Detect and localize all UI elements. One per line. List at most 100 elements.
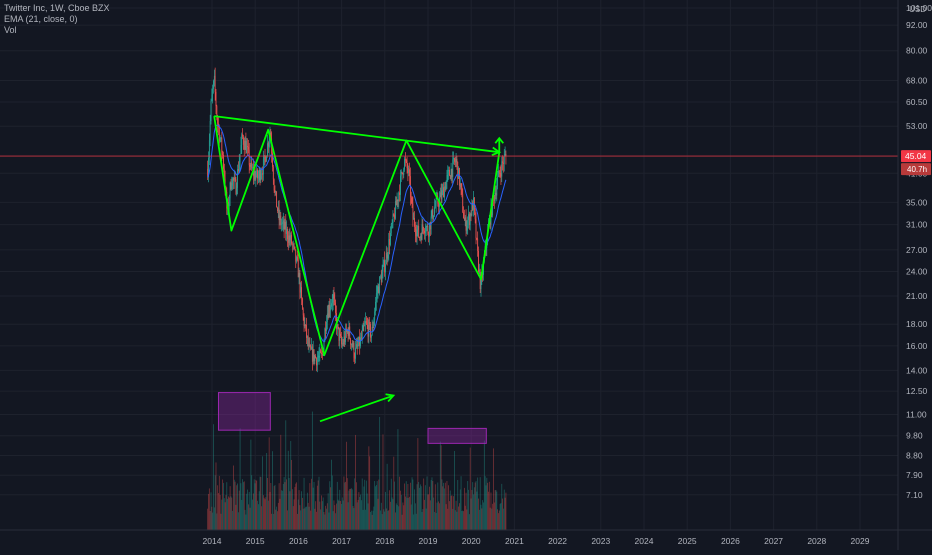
candle-up bbox=[385, 252, 387, 265]
candle-up bbox=[466, 225, 468, 231]
volume-bar bbox=[258, 491, 260, 530]
candle-up bbox=[219, 138, 221, 141]
candle-up bbox=[503, 155, 505, 164]
volume-bar bbox=[377, 498, 379, 530]
volume-bar bbox=[302, 508, 304, 530]
candle-down bbox=[360, 337, 362, 339]
candle-up bbox=[241, 134, 243, 145]
candle-down bbox=[474, 209, 476, 220]
volume-bar bbox=[252, 493, 254, 530]
volume-bar bbox=[411, 477, 413, 530]
volume-bar bbox=[324, 514, 326, 530]
candle-down bbox=[287, 239, 289, 243]
candle-down bbox=[407, 168, 409, 173]
volume-bar bbox=[443, 482, 445, 530]
y-tick-label: 92.00 bbox=[906, 20, 928, 30]
candle-down bbox=[334, 298, 336, 303]
volume-bar bbox=[426, 476, 428, 530]
volume-bar bbox=[468, 514, 470, 530]
candle-down bbox=[410, 196, 412, 198]
volume-bar bbox=[341, 503, 342, 530]
volume-bar bbox=[490, 492, 492, 530]
volume-bar bbox=[234, 481, 236, 530]
volume-bar bbox=[243, 481, 245, 530]
volume-bar bbox=[336, 503, 337, 530]
x-tick-label: 2027 bbox=[764, 536, 783, 546]
volume-bar bbox=[220, 513, 222, 530]
volume-bar bbox=[260, 476, 262, 530]
volume-bar bbox=[284, 482, 286, 530]
candle-up bbox=[380, 276, 381, 278]
volume-bar bbox=[306, 492, 308, 530]
candle-down bbox=[420, 236, 422, 240]
candle-up bbox=[383, 260, 385, 266]
volume-bar bbox=[224, 502, 226, 530]
candle-down bbox=[307, 336, 309, 346]
volume-bar bbox=[444, 488, 445, 530]
x-tick-label: 2029 bbox=[851, 536, 870, 546]
candle-up bbox=[417, 225, 419, 230]
ema-line bbox=[207, 124, 507, 342]
volume-bar bbox=[239, 428, 241, 530]
volume-bar bbox=[468, 489, 469, 530]
candle-down bbox=[399, 192, 400, 195]
candle-up bbox=[318, 355, 320, 358]
volume-bar bbox=[351, 489, 353, 530]
volume-bar bbox=[340, 500, 342, 530]
volume-bar bbox=[470, 498, 472, 530]
candle-up bbox=[365, 321, 366, 324]
candle-down bbox=[401, 171, 403, 174]
volume-bar bbox=[416, 484, 418, 530]
volume-bar bbox=[229, 486, 231, 530]
candle-down bbox=[311, 346, 313, 362]
x-tick-label: 2018 bbox=[375, 536, 394, 546]
volume-bar bbox=[494, 490, 496, 530]
volume-bar bbox=[332, 511, 334, 530]
candle-up bbox=[385, 264, 386, 273]
candle-up bbox=[244, 140, 246, 150]
price-axis[interactable]: 101.0092.0080.0068.0060.5053.0041.0035.0… bbox=[901, 3, 932, 500]
volume-bar bbox=[418, 481, 420, 530]
candle-up bbox=[459, 183, 461, 186]
candle-down bbox=[443, 187, 445, 198]
volume-bar bbox=[394, 481, 396, 530]
vol-label[interactable]: Vol bbox=[4, 25, 17, 35]
x-tick-label: 2014 bbox=[203, 536, 222, 546]
volume-bar bbox=[461, 511, 463, 530]
volume-bar bbox=[381, 514, 383, 530]
volume-bar bbox=[235, 504, 237, 530]
candle-down bbox=[419, 237, 420, 239]
candle-down bbox=[234, 177, 236, 180]
volume-bar bbox=[366, 493, 368, 530]
candle-up bbox=[446, 174, 448, 182]
candle-down bbox=[449, 175, 451, 180]
volume-bar bbox=[300, 510, 302, 530]
volume-bar bbox=[337, 499, 339, 530]
candle-up bbox=[467, 220, 469, 226]
volume-bar bbox=[311, 478, 312, 530]
volume-arrow bbox=[319, 394, 394, 423]
volume-bar bbox=[223, 482, 224, 530]
symbol-label[interactable]: Twitter Inc, 1W, Cboe BZX bbox=[4, 3, 110, 13]
volume-bar bbox=[444, 482, 446, 530]
zigzag bbox=[213, 115, 501, 357]
candle-down bbox=[451, 168, 453, 177]
candle-up bbox=[240, 144, 242, 154]
volume-bar bbox=[211, 506, 213, 530]
volume-bar bbox=[326, 503, 328, 530]
volume-bar bbox=[451, 495, 453, 530]
candle-down bbox=[259, 169, 261, 181]
volume-bar bbox=[393, 456, 395, 530]
candle-down bbox=[293, 243, 295, 247]
ema-label[interactable]: EMA (21, close, 0) bbox=[4, 14, 78, 24]
candle-up bbox=[374, 311, 376, 320]
volume-bar bbox=[289, 491, 291, 530]
x-tick-label: 2020 bbox=[462, 536, 481, 546]
volume-bar bbox=[405, 496, 406, 530]
candle-down bbox=[315, 355, 317, 358]
volume-bar bbox=[367, 503, 369, 530]
volume-bar bbox=[364, 479, 366, 530]
